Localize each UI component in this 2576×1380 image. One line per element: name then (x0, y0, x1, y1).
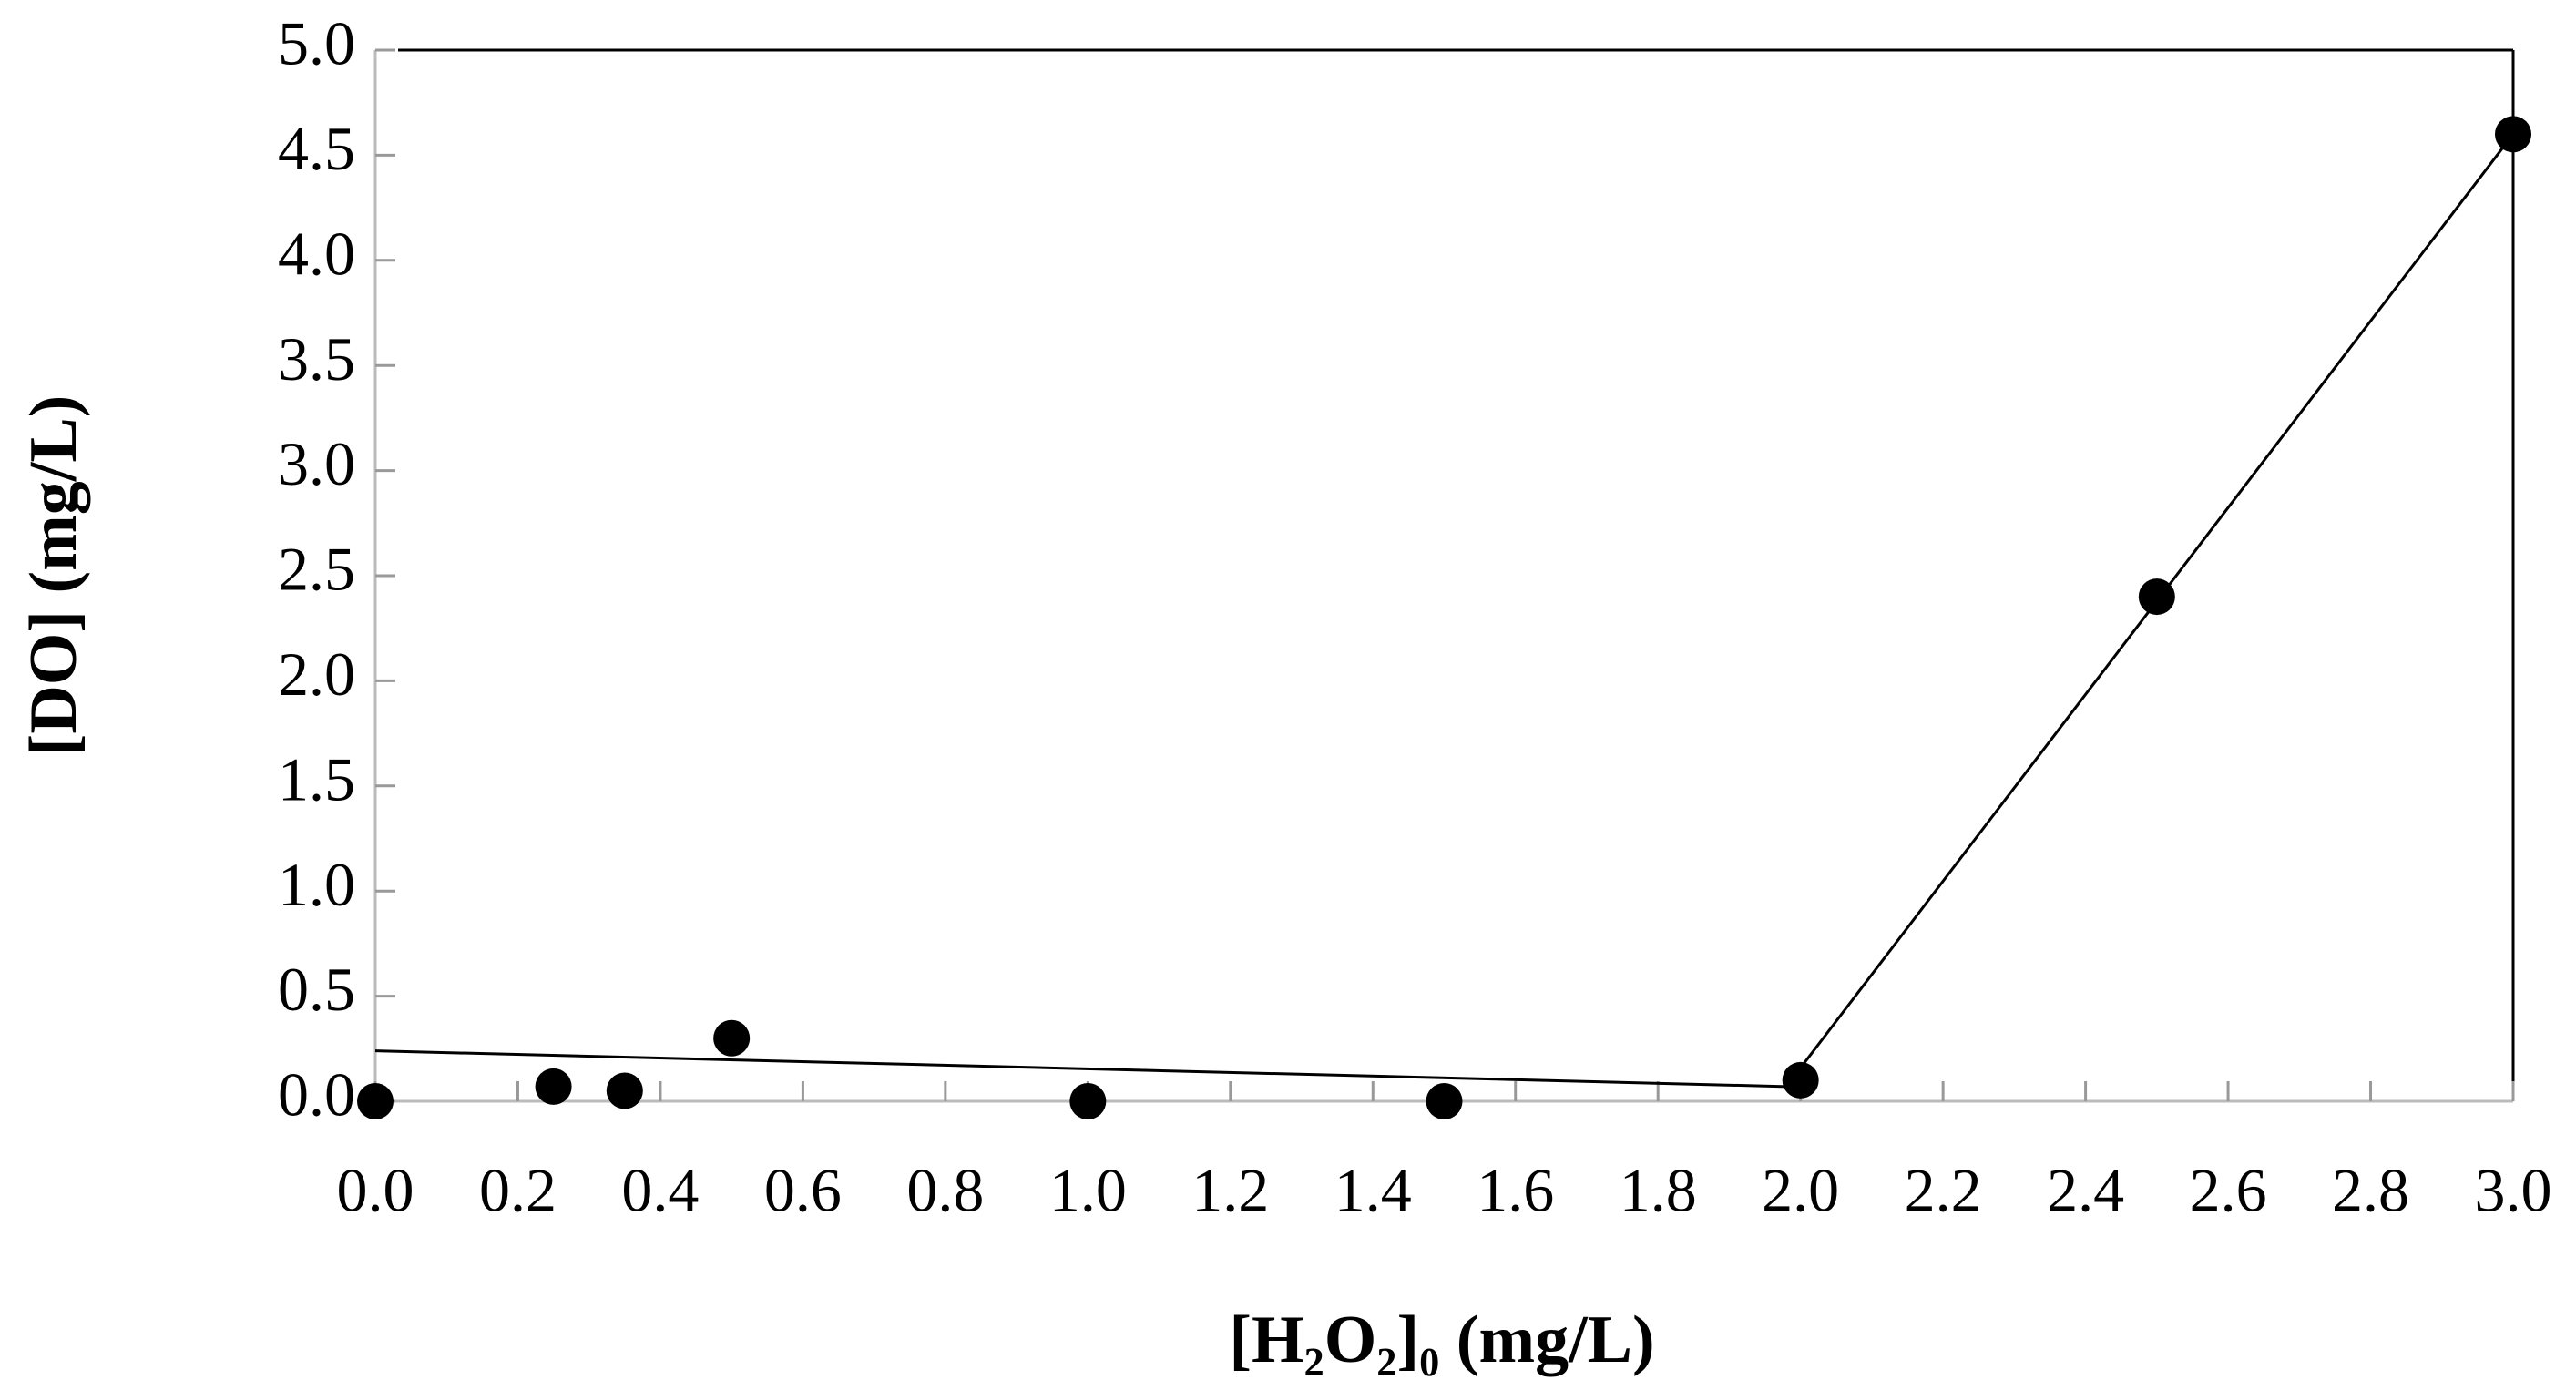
data-point (357, 1083, 394, 1119)
y-tick-label: 1.0 (278, 850, 355, 919)
y-axis-title: [DO] (mg/L) (16, 395, 91, 757)
x-tick-label: 1.2 (1191, 1156, 1269, 1225)
data-point (2138, 578, 2175, 616)
x-tick-label: 0.0 (337, 1156, 414, 1225)
y-tick-label: 4.0 (278, 219, 355, 288)
x-tick-label: 1.0 (1049, 1156, 1127, 1225)
data-point (1782, 1061, 1819, 1099)
y-tick-label: 3.5 (278, 324, 355, 394)
fit-line (374, 1049, 1787, 1089)
y-tick-label: 1.5 (278, 744, 355, 813)
y-tick-label: 2.5 (278, 535, 355, 604)
data-point (713, 1019, 751, 1057)
x-tick-label: 1.6 (1477, 1156, 1554, 1225)
x-tick-label: 2.8 (2332, 1156, 2409, 1225)
data-point (1069, 1083, 1107, 1119)
y-tick-label: 3.0 (278, 429, 355, 498)
x-tick-label: 2.6 (2190, 1156, 2267, 1225)
x-tick-label: 0.6 (764, 1156, 842, 1225)
x-tick-label: 0.4 (621, 1156, 699, 1225)
x-tick-label: 2.4 (2047, 1156, 2124, 1225)
x-tick-label: 1.8 (1620, 1156, 1697, 1225)
x-axis-title: [H₂O₂]₀ (mg/L) (1229, 1303, 1654, 1377)
x-tick-label: 2.0 (1762, 1156, 1839, 1225)
data-point (606, 1072, 643, 1109)
y-tick-label: 0.0 (278, 1060, 355, 1130)
x-tick-label: 1.4 (1334, 1156, 1412, 1225)
y-tick-label: 0.5 (278, 955, 355, 1024)
y-tick-label: 2.0 (278, 639, 355, 709)
x-tick-label: 0.8 (906, 1156, 984, 1225)
data-point (535, 1068, 572, 1105)
data-point (1426, 1083, 1463, 1119)
y-tick-label: 5.0 (278, 9, 355, 78)
x-tick-label: 3.0 (2475, 1156, 2552, 1225)
y-tick-label: 4.5 (278, 114, 355, 183)
data-point (2495, 116, 2531, 153)
x-tick-label: 2.2 (1905, 1156, 1982, 1225)
x-tick-label: 0.2 (479, 1156, 557, 1225)
